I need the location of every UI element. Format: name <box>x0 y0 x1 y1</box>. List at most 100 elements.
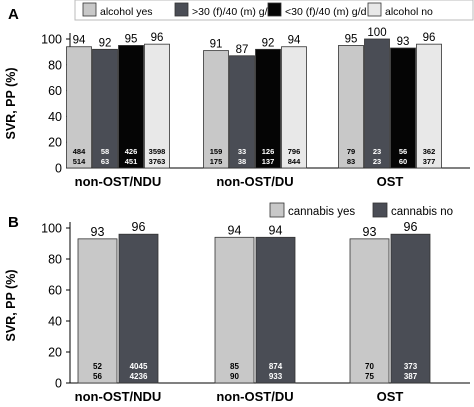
bar <box>214 236 255 384</box>
panel-label-B: B <box>8 214 19 231</box>
bar-value-label: 95 <box>345 33 358 45</box>
bar-value-label: 93 <box>397 36 410 48</box>
bar-numerator: 874 <box>269 362 283 371</box>
bar <box>364 38 390 169</box>
bar <box>338 45 364 169</box>
legend-label: cannabis yes <box>288 206 355 218</box>
category-label: non-OST/DU <box>216 174 293 189</box>
bar-denominator: 514 <box>73 157 86 166</box>
y-tick-label: 0 <box>55 377 62 391</box>
bar-denominator: 137 <box>262 157 275 166</box>
bar-value-label: 100 <box>367 27 386 39</box>
bar-numerator: 33 <box>238 147 246 156</box>
y-tick-label: 20 <box>48 346 62 360</box>
legend-frame <box>74 0 474 21</box>
bar-numerator: 484 <box>73 147 86 156</box>
bar-value-label: 93 <box>91 225 105 239</box>
bar-numerator: 373 <box>404 362 418 371</box>
legend-label: >30 (f)/40 (m) g/d <box>192 6 274 18</box>
legend-label: <30 (f)/40 (m) g/d <box>285 6 367 18</box>
bar-denominator: 60 <box>399 157 407 166</box>
bar <box>390 47 416 169</box>
legend-swatch <box>269 202 285 218</box>
bar-numerator: 159 <box>210 147 223 156</box>
legend-label: alcohol yes <box>100 6 153 18</box>
bar-value-label: 96 <box>151 32 164 44</box>
y-tick-label: 60 <box>48 284 62 298</box>
bar <box>229 55 255 169</box>
y-tick-label: 80 <box>48 58 62 72</box>
bar-value-label: 92 <box>262 37 275 49</box>
panel-label-A: A <box>8 6 19 23</box>
bar-denominator: 56 <box>93 372 102 381</box>
bar-denominator: 844 <box>288 157 301 166</box>
bar <box>390 233 431 384</box>
bar-value-label: 94 <box>73 35 86 47</box>
bar-numerator: 85 <box>230 362 239 371</box>
bar <box>255 48 281 169</box>
y-tick-label: 100 <box>41 33 62 47</box>
y-tick-label: 40 <box>48 315 62 329</box>
category-label: non-OST/NDU <box>75 174 162 189</box>
legend-swatch <box>82 2 97 17</box>
bar <box>118 45 144 169</box>
legend-label: cannabis no <box>391 206 453 218</box>
bar-value-label: 91 <box>210 39 223 51</box>
category-label: OST <box>377 174 404 189</box>
y-tick-label: 80 <box>48 253 62 267</box>
bar-denominator: 451 <box>125 157 138 166</box>
bar <box>92 48 118 169</box>
bar-numerator: 70 <box>365 362 374 371</box>
bar-denominator: 3763 <box>149 157 166 166</box>
bar-numerator: 52 <box>93 362 102 371</box>
y-tick-label: 100 <box>41 222 62 236</box>
bar-denominator: 63 <box>101 157 109 166</box>
bar-value-label: 96 <box>423 32 436 44</box>
bar <box>281 46 307 169</box>
bar-denominator: 4236 <box>130 372 148 381</box>
bar-denominator: 377 <box>423 157 436 166</box>
bar-denominator: 90 <box>230 372 239 381</box>
bar-numerator: 3598 <box>149 147 166 156</box>
y-axis-label: SVR, PP (%) <box>4 269 18 341</box>
y-tick-label: 40 <box>48 110 62 124</box>
bar-denominator: 387 <box>404 372 418 381</box>
bar-numerator: 362 <box>423 147 436 156</box>
bar <box>416 43 442 169</box>
bar-denominator: 83 <box>347 157 355 166</box>
bar-denominator: 933 <box>269 372 283 381</box>
bar-value-label: 93 <box>363 225 377 239</box>
bar-denominator: 175 <box>210 157 223 166</box>
bar-value-label: 96 <box>404 220 418 234</box>
bar-value-label: 87 <box>236 44 249 56</box>
bar-value-label: 94 <box>269 223 283 237</box>
bar-value-label: 94 <box>288 35 301 47</box>
bar-denominator: 38 <box>238 157 246 166</box>
bar-numerator: 4045 <box>130 362 148 371</box>
y-tick-label: 60 <box>48 84 62 98</box>
legend-swatch <box>372 202 388 218</box>
bar-numerator: 56 <box>399 147 407 156</box>
bar-denominator: 75 <box>365 372 374 381</box>
y-tick-label: 0 <box>55 162 62 176</box>
category-label: non-OST/DU <box>216 389 293 404</box>
bar <box>118 233 159 384</box>
bar-numerator: 796 <box>288 147 301 156</box>
bar <box>144 43 170 169</box>
y-tick-label: 20 <box>48 136 62 150</box>
legend-swatch <box>174 2 189 17</box>
bar-value-label: 92 <box>99 37 112 49</box>
bar <box>77 238 118 384</box>
bar-denominator: 23 <box>373 157 381 166</box>
bar-value-label: 94 <box>228 223 242 237</box>
category-label: non-OST/NDU <box>75 389 162 404</box>
bar <box>203 50 229 169</box>
bar <box>66 46 92 169</box>
legend-label: alcohol no <box>385 6 433 18</box>
bar-numerator: 58 <box>101 147 109 156</box>
bar <box>255 236 296 384</box>
category-label: OST <box>377 389 404 404</box>
bar-numerator: 426 <box>125 147 138 156</box>
bar-numerator: 23 <box>373 147 381 156</box>
